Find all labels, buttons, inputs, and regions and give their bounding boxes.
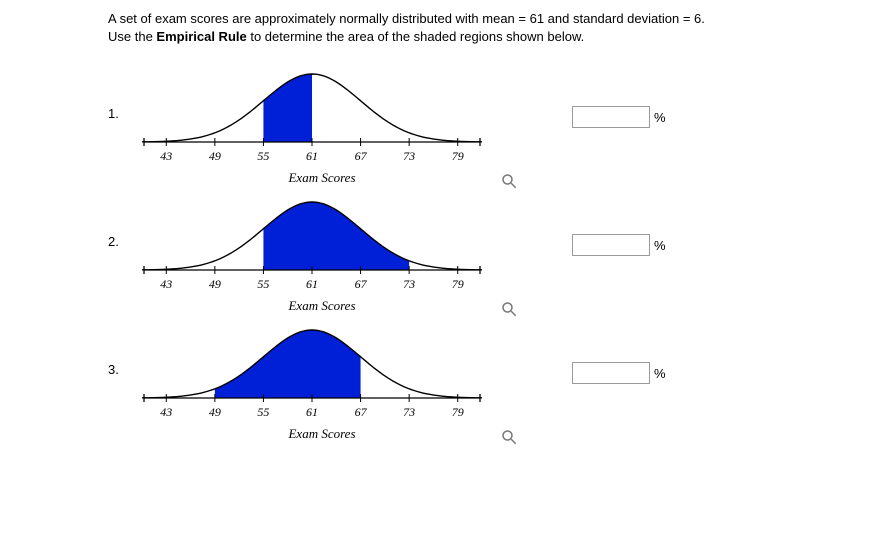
x-axis-label: Exam Scores bbox=[132, 170, 512, 186]
svg-text:73: 73 bbox=[403, 277, 415, 291]
magnify-icon[interactable] bbox=[500, 172, 518, 190]
svg-text:43: 43 bbox=[160, 277, 172, 291]
question-number: 1. bbox=[108, 70, 132, 121]
answer-input[interactable] bbox=[572, 106, 650, 128]
svg-text:79: 79 bbox=[452, 149, 464, 163]
svg-text:73: 73 bbox=[403, 405, 415, 419]
svg-text:43: 43 bbox=[160, 405, 172, 419]
svg-text:73: 73 bbox=[403, 149, 415, 163]
magnify-icon[interactable] bbox=[500, 300, 518, 318]
svg-text:79: 79 bbox=[452, 405, 464, 419]
answer-area: % bbox=[572, 70, 666, 128]
answer-input[interactable] bbox=[572, 362, 650, 384]
question-row: 2. 43 49 55 61 67 73 79 Exam Scores % bbox=[108, 198, 873, 314]
svg-text:61: 61 bbox=[306, 405, 318, 419]
question-row: 3. 43 49 55 61 67 73 79 Exam Scores % bbox=[108, 326, 873, 442]
percent-label: % bbox=[654, 238, 666, 253]
normal-curve-chart: 43 49 55 61 67 73 79 bbox=[132, 70, 492, 166]
intro-line2-pre: Use the bbox=[108, 29, 156, 44]
svg-text:61: 61 bbox=[306, 149, 318, 163]
svg-text:55: 55 bbox=[257, 149, 269, 163]
normal-curve-chart: 43 49 55 61 67 73 79 bbox=[132, 198, 492, 294]
svg-text:49: 49 bbox=[209, 277, 221, 291]
svg-text:43: 43 bbox=[160, 149, 172, 163]
svg-text:49: 49 bbox=[209, 149, 221, 163]
question-number: 3. bbox=[108, 326, 132, 377]
x-axis-label: Exam Scores bbox=[132, 426, 512, 442]
svg-text:55: 55 bbox=[257, 277, 269, 291]
question-row: 1. 43 49 55 61 67 73 79 Exam Scores % bbox=[108, 70, 873, 186]
answer-area: % bbox=[572, 198, 666, 256]
intro-line2-bold: Empirical Rule bbox=[156, 29, 246, 44]
intro-line2-post: to determine the area of the shaded regi… bbox=[247, 29, 585, 44]
svg-text:67: 67 bbox=[355, 277, 368, 291]
svg-text:55: 55 bbox=[257, 405, 269, 419]
svg-text:67: 67 bbox=[355, 405, 368, 419]
normal-curve-chart: 43 49 55 61 67 73 79 bbox=[132, 326, 492, 422]
chart-block: 43 49 55 61 67 73 79 Exam Scores bbox=[132, 326, 512, 442]
question-prompt: A set of exam scores are approximately n… bbox=[108, 10, 873, 46]
answer-input[interactable] bbox=[572, 234, 650, 256]
percent-label: % bbox=[654, 366, 666, 381]
chart-block: 43 49 55 61 67 73 79 Exam Scores bbox=[132, 198, 512, 314]
svg-text:61: 61 bbox=[306, 277, 318, 291]
answer-area: % bbox=[572, 326, 666, 384]
x-axis-label: Exam Scores bbox=[132, 298, 512, 314]
question-number: 2. bbox=[108, 198, 132, 249]
intro-line1: A set of exam scores are approximately n… bbox=[108, 11, 705, 26]
chart-block: 43 49 55 61 67 73 79 Exam Scores bbox=[132, 70, 512, 186]
magnify-icon[interactable] bbox=[500, 428, 518, 446]
percent-label: % bbox=[654, 110, 666, 125]
svg-text:49: 49 bbox=[209, 405, 221, 419]
svg-text:67: 67 bbox=[355, 149, 368, 163]
svg-text:79: 79 bbox=[452, 277, 464, 291]
